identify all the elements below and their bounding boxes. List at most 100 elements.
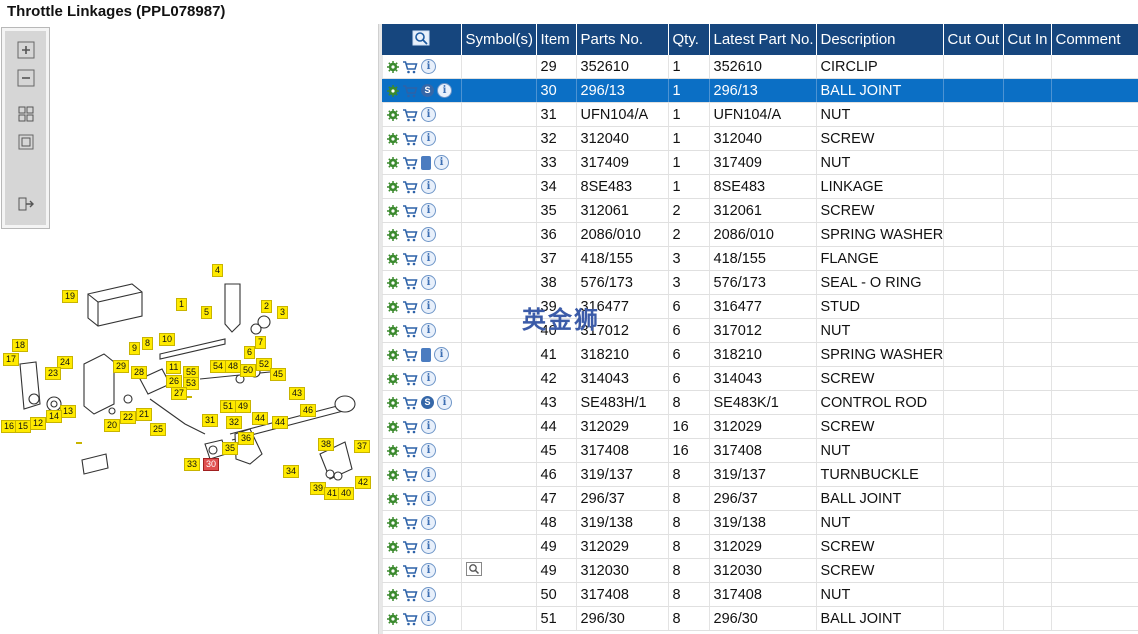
info-icon[interactable]: i [421,419,436,435]
callout-52[interactable]: 54 [210,360,227,373]
add-to-cart-icon[interactable] [402,564,418,578]
column-header-description[interactable]: Description [816,24,944,55]
callout-16[interactable]: 16 [1,420,18,433]
configure-icon[interactable] [387,540,399,553]
callout-12[interactable]: 12 [30,417,47,430]
table-row[interactable]: i 34 8SE483 1 8SE483 LINKAGE [382,174,1138,199]
info-icon[interactable]: i [421,323,436,339]
add-to-cart-icon[interactable] [402,132,418,146]
column-header-actions[interactable] [382,24,462,55]
add-to-cart-icon[interactable] [402,468,418,482]
table-row[interactable]: i 51 296/30 8 296/30 BALL JOINT [382,606,1138,631]
callout-55[interactable] [76,442,82,444]
callout-17[interactable]: 17 [3,353,20,366]
info-icon[interactable]: i [421,587,436,603]
table-row[interactable]: i 46 319/137 8 319/137 TURNBUCKLE [382,462,1138,487]
table-row[interactable]: i 49 312029 8 312029 SCREW [382,534,1138,559]
callout-18[interactable]: 18 [12,339,29,352]
callout-32[interactable]: 32 [226,416,243,429]
table-row[interactable]: i 47 296/37 8 296/37 BALL JOINT [382,486,1138,511]
add-to-cart-icon[interactable] [402,204,418,218]
callout-37[interactable]: 37 [354,440,371,453]
callout-44b[interactable]: 44 [272,416,289,429]
callout-15[interactable]: 15 [15,420,32,433]
callout-1[interactable]: 1 [176,298,188,311]
table-row[interactable]: i 29 352610 1 352610 CIRCLIP [382,55,1138,79]
document-icon[interactable] [421,347,431,362]
callout-24[interactable]: 24 [57,356,74,369]
configure-icon[interactable] [387,420,399,433]
configure-icon[interactable] [387,84,399,97]
configure-icon[interactable] [387,612,399,625]
configure-icon[interactable] [387,324,399,337]
add-to-cart-icon[interactable] [402,396,418,410]
callout-49[interactable]: 51 [220,400,237,413]
callout-39[interactable]: 39 [310,482,327,495]
info-icon[interactable]: i [421,179,436,195]
configure-icon[interactable] [387,492,399,505]
add-to-cart-icon[interactable] [402,324,418,338]
illustration-symbol-icon[interactable] [465,561,482,576]
table-row[interactable]: i 48 319/138 8 319/138 NUT [382,510,1138,535]
table-row[interactable]: i 37 418/155 3 418/155 FLANGE [382,246,1138,271]
configure-icon[interactable] [387,372,399,385]
add-to-cart-icon[interactable] [402,300,418,314]
configure-icon[interactable] [387,108,399,121]
callout-30[interactable]: 30 [203,458,220,471]
add-to-cart-icon[interactable] [402,156,418,170]
callout-13[interactable]: 13 [60,405,77,418]
callout-7[interactable]: 7 [255,336,267,349]
callout-28[interactable]: 28 [131,366,148,379]
callout-45a[interactable]: 45 [270,368,287,381]
callout-45b[interactable]: 46 [300,404,317,417]
info-icon[interactable]: i [437,395,452,411]
pane-splitter[interactable] [378,24,383,634]
table-row[interactable]: i 41 318210 6 318210 SPRING WASHER [382,342,1138,367]
configure-icon[interactable] [387,468,399,481]
callout-11[interactable]: 11 [166,361,182,374]
document-icon[interactable] [421,155,431,170]
add-to-cart-icon[interactable] [402,444,418,458]
callout-47[interactable]: 49 [235,400,252,413]
callout-3[interactable]: 3 [277,306,289,319]
callout-6[interactable]: 6 [244,346,256,359]
callout-29[interactable]: 29 [113,360,130,373]
callout-4[interactable]: 4 [212,264,224,277]
callout-50[interactable]: 52 [256,358,273,371]
configure-icon[interactable] [387,348,399,361]
callout-9[interactable]: 9 [129,342,141,355]
add-to-cart-icon[interactable] [402,516,418,530]
info-icon[interactable]: i [421,299,436,315]
table-row[interactable]: i 42 314043 6 314043 SCREW [382,366,1138,391]
zoom-out-icon[interactable] [17,69,35,87]
add-to-cart-icon[interactable] [402,252,418,266]
info-icon[interactable]: i [421,107,436,123]
configure-icon[interactable] [387,564,399,577]
add-to-cart-icon[interactable] [402,228,418,242]
configure-icon[interactable] [387,396,399,409]
table-row[interactable]: i 45 317408 16 317408 NUT [382,438,1138,463]
configure-icon[interactable] [387,204,399,217]
configure-icon[interactable] [387,588,399,601]
info-icon[interactable]: i [421,563,436,579]
table-row[interactable]: i 36 2086/010 2 2086/010 SPRING WASHER [382,222,1138,247]
add-to-cart-icon[interactable] [402,612,418,626]
info-icon[interactable]: i [421,443,436,459]
callout-43[interactable]: 43 [289,387,306,400]
callout-51[interactable]: 53 [183,377,200,390]
table-row[interactable]: i 33 317409 1 317409 NUT [382,150,1138,175]
callout-2[interactable]: 2 [261,300,273,313]
info-icon[interactable]: i [421,491,436,507]
table-row[interactable]: i 38 576/173 3 576/173 SEAL - O RING [382,270,1138,295]
table-row[interactable]: i 35 312061 2 312061 SCREW [382,198,1138,223]
zoom-in-icon[interactable] [17,41,35,59]
column-header-qty[interactable]: Qty. [668,24,710,55]
add-to-cart-icon[interactable] [402,276,418,290]
column-header-cut-out[interactable]: Cut Out [943,24,1004,55]
add-to-cart-icon[interactable] [402,372,418,386]
info-icon[interactable]: i [421,251,436,267]
column-header-parts-no[interactable]: Parts No. [576,24,669,55]
callout-8[interactable]: 8 [142,337,154,350]
